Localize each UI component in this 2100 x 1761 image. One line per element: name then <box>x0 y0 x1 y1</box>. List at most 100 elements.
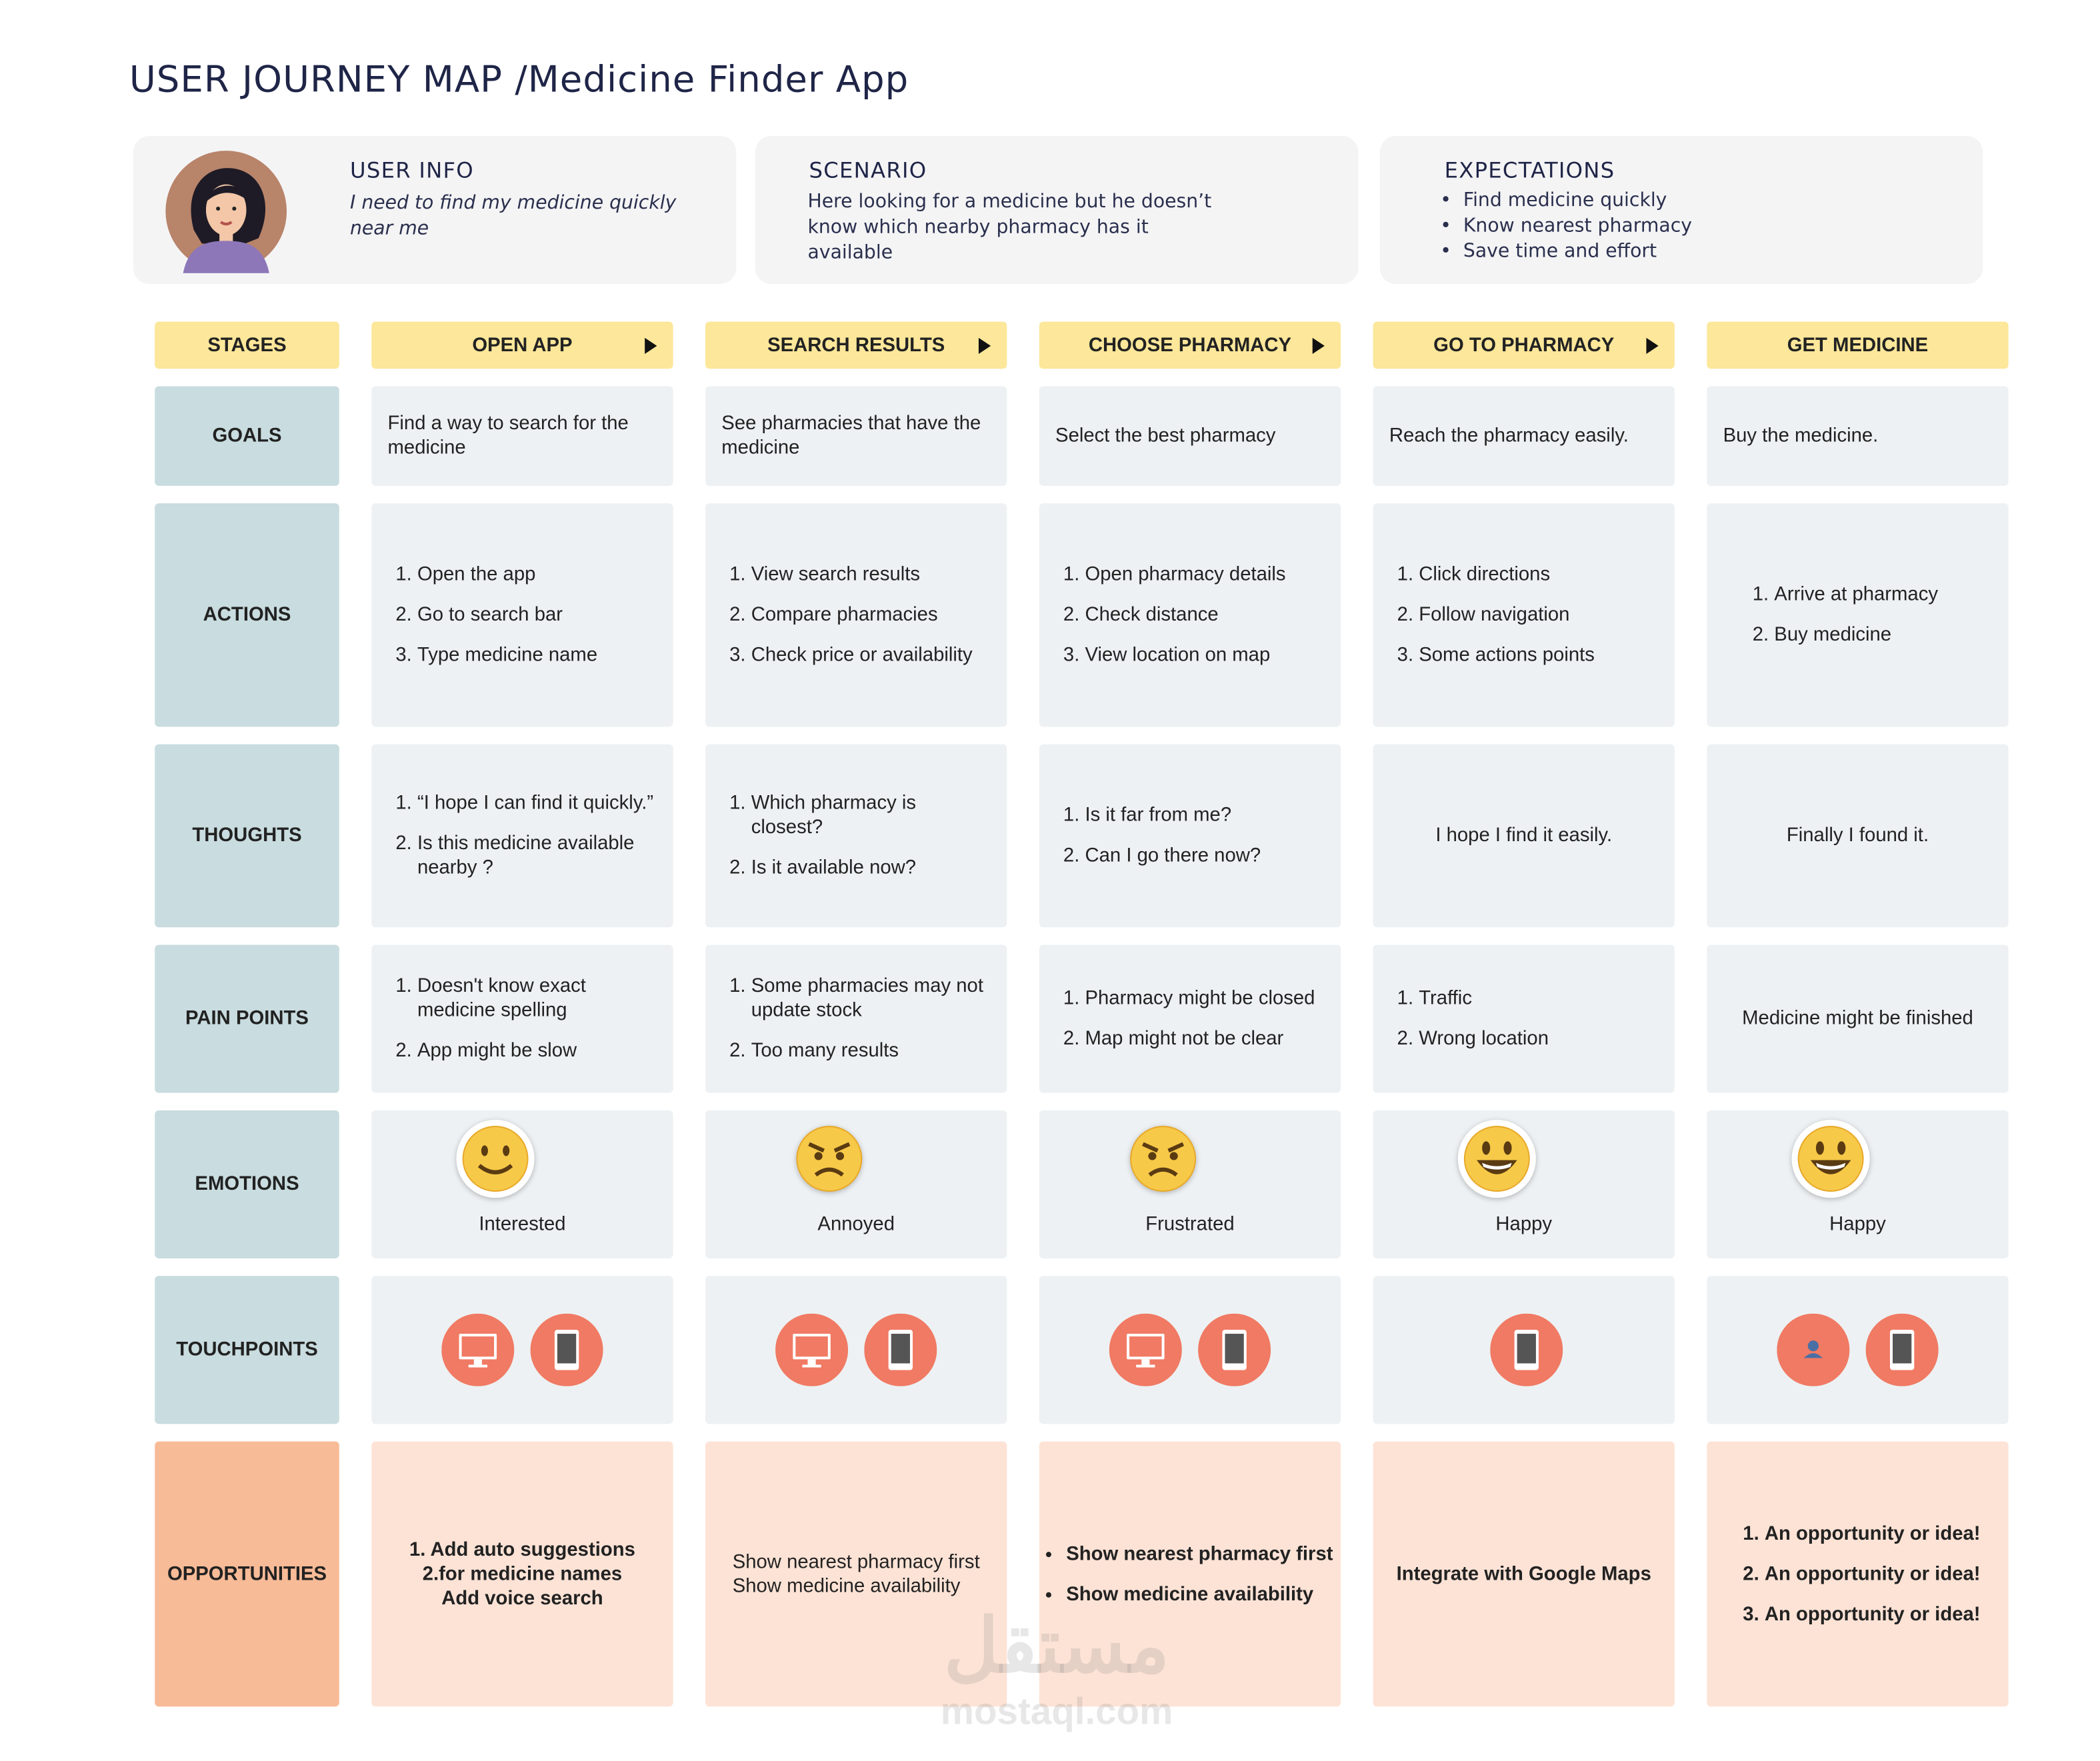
cell: Annoyed <box>705 1110 1007 1258</box>
watermark-latin: mostaql.com <box>940 1690 1173 1732</box>
cell: Integrate with Google Maps <box>1373 1441 1675 1707</box>
cell-text: Buy the medicine. <box>1723 425 1879 447</box>
emotion-label: Interested <box>479 1214 566 1236</box>
touchpoint-icon <box>1490 1313 1563 1386</box>
list-item: Type medicine name <box>417 643 597 667</box>
cell: Is it far from me? Can I go there now? <box>1039 744 1341 928</box>
cell-lines: 1. Add auto suggestions 2.for medicine na… <box>409 1538 635 1610</box>
emoji <box>1130 1126 1197 1192</box>
cell: Open the app Go to search bar Type medicin… <box>371 503 673 727</box>
cell <box>705 1276 1007 1424</box>
list-item: “I hope I can find it quickly.” <box>417 791 657 815</box>
cell-text: Medicine might be finished <box>1742 1008 1973 1030</box>
list-item: Check price or availability <box>751 643 973 667</box>
cell-line: Add voice search <box>441 1587 603 1609</box>
cell <box>1707 1276 2009 1424</box>
cell: Reach the pharmacy easily. <box>1373 386 1675 486</box>
touchpoint-icon <box>441 1313 515 1386</box>
numbered-list: Open the app Go to search bar Type medicin… <box>388 547 597 684</box>
stage-name: SEARCH RESULTS <box>767 334 945 357</box>
stage-label: STAGES <box>155 321 339 369</box>
numbered-list: Pharmacy might be closed Map might not be… <box>1055 970 1315 1067</box>
touchpoint-icon <box>1198 1313 1271 1386</box>
emoji <box>1457 1119 1536 1198</box>
numbered-list: Open pharmacy details Check distance View … <box>1055 547 1285 684</box>
cell: Find a way to search for the medicine <box>371 386 673 486</box>
cell: I hope I find it easily. <box>1373 744 1675 928</box>
list-item: Doesn't know exact medicine spelling <box>417 974 657 1023</box>
bullet-list: Show nearest pharmacy first Show medicine… <box>1045 1526 1333 1622</box>
emotion-label: Happy <box>1495 1214 1553 1236</box>
numbered-list: “I hope I can find it quickly.” Is this m… <box>388 775 657 896</box>
emotion-label: Annoyed <box>817 1214 895 1236</box>
cell: Happy <box>1707 1110 2009 1258</box>
list-item: Open pharmacy details <box>1085 563 1285 587</box>
list-item: Wrong location <box>1419 1027 1549 1051</box>
cell-line: Show nearest pharmacy first <box>732 1551 980 1573</box>
row-label: OPPORTUNITIES <box>155 1441 339 1707</box>
expectation: Save time and effort <box>1463 239 1692 265</box>
list-item: Click directions <box>1419 563 1595 587</box>
cell-line: 2.for medicine names <box>422 1563 623 1585</box>
stage-header: GET MEDICINE <box>1707 321 2009 369</box>
cell <box>1373 1276 1675 1424</box>
list-item: View location on map <box>1085 643 1285 667</box>
cell-line: 1. Add auto suggestions <box>409 1538 635 1561</box>
stage-header: GO TO PHARMACY <box>1373 321 1675 369</box>
cell-text: Finally I found it. <box>1786 825 1929 847</box>
stage-name: OPEN APP <box>472 334 573 357</box>
emotion-label: Happy <box>1829 1214 1886 1236</box>
stage-header: SEARCH RESULTS <box>705 321 1007 369</box>
list-item: An opportunity or idea! <box>1765 1562 1981 1586</box>
numbered-list: Which pharmacy is closest? Is it availabl… <box>721 775 991 896</box>
cell: Doesn't know exact medicine spelling App … <box>371 944 673 1093</box>
cell: Interested <box>371 1110 673 1258</box>
cell-text: Select the best pharmacy <box>1055 425 1276 447</box>
touchpoint-icon <box>864 1313 937 1386</box>
touchpoint-icon <box>775 1313 849 1386</box>
card-title: EXPECTATIONS <box>1444 157 1615 183</box>
cell-text: I hope I find it easily. <box>1435 825 1613 847</box>
list-item: Is this medicine available nearby ? <box>417 832 657 880</box>
cell-text: Reach the pharmacy easily. <box>1389 425 1629 447</box>
cell: Buy the medicine. <box>1707 386 2009 486</box>
list-item: Traffic <box>1419 986 1549 1010</box>
expectations-card: EXPECTATIONS Find medicine quicklyKnow n… <box>1379 135 1983 285</box>
card-title: USER INFO <box>349 157 474 183</box>
row-label: EMOTIONS <box>155 1110 339 1258</box>
stage-name: GET MEDICINE <box>1787 334 1929 357</box>
touchpoint-icon <box>530 1313 603 1386</box>
expectation: Find medicine quickly <box>1463 189 1692 214</box>
list-item: Map might not be clear <box>1085 1027 1315 1051</box>
card-text: Here looking for a medicine but he doesn… <box>807 191 1212 264</box>
row-label: GOALS <box>155 386 339 486</box>
touchpoint-icon <box>1109 1313 1182 1386</box>
watermark-arabic: مستقل <box>943 1602 1170 1688</box>
numbered-list: An opportunity or idea! An opportunity or… <box>1735 1505 1981 1642</box>
stage-arrow <box>1312 337 1325 355</box>
list-item: Which pharmacy is closest? <box>751 791 991 840</box>
cell: Open pharmacy details Check distance View … <box>1039 503 1341 727</box>
cell-text: See pharmacies that have the medicine <box>721 413 981 459</box>
cell: “I hope I can find it quickly.” Is this m… <box>371 744 673 928</box>
expectation: Know nearest pharmacy <box>1463 214 1692 239</box>
cell: Frustrated <box>1039 1110 1341 1258</box>
cell: Pharmacy might be closed Map might not be… <box>1039 944 1341 1093</box>
cell-text: Integrate with Google Maps <box>1396 1563 1651 1585</box>
card-text: I need to find my medicine quickly near … <box>349 192 677 240</box>
row-label: PAIN POINTS <box>155 944 339 1093</box>
numbered-list: Traffic Wrong location <box>1389 970 1549 1067</box>
stage-header: OPEN APP <box>371 321 673 369</box>
touchpoint-icon <box>1865 1313 1939 1386</box>
avatar <box>165 151 287 273</box>
cell-line: Show medicine availability <box>732 1575 961 1597</box>
list-item: Show medicine availability <box>1066 1582 1333 1606</box>
list-item: View search results <box>751 563 973 587</box>
cell: An opportunity or idea! An opportunity or… <box>1707 1441 2009 1707</box>
numbered-list: Arrive at pharmacy Buy medicine <box>1745 567 1938 663</box>
stage-arrow <box>978 337 991 355</box>
list-item: Can I go there now? <box>1085 844 1261 868</box>
